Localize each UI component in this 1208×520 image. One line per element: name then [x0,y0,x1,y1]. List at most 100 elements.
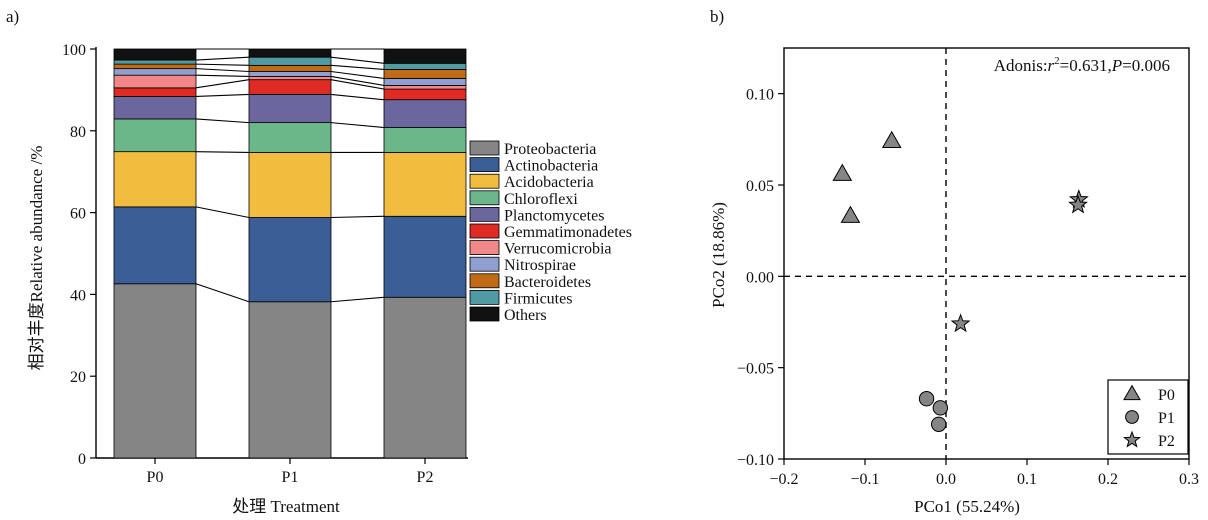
legend-label: Acidobacteria [504,174,594,191]
x-tick-label: 0.2 [1098,471,1118,488]
legend-label: Proteobacteria [504,141,596,158]
legend-swatch [469,256,500,272]
legend-swatch [469,306,500,322]
point-p0 [840,205,861,223]
legend-label: Others [504,307,547,324]
bar-segment-others [383,48,467,64]
bar-segment-verrucomicrobia [383,85,467,90]
bar-segment-acidobacteria [113,151,197,208]
legend-label: Chloroflexi [504,191,578,208]
point-p0 [832,163,853,181]
x-tick-label: P0 [147,469,164,486]
adonis-annotation: Adonis:r2=0.631,P=0.006 [994,55,1170,75]
legend-box [1107,379,1189,455]
point-p2 [950,313,971,333]
connector-line [195,151,250,154]
x-tick-label: −0.2 [769,471,798,488]
x-axis-label: 处理 Treatment [232,497,340,516]
connector-line [195,206,250,219]
panel-label-a: a) [6,7,19,26]
connector-line [330,64,385,70]
y-axis-label: PCo2 (18.86%) [709,202,728,308]
connector-line [330,56,385,64]
legend-label: Firmicutes [504,290,572,307]
bar-segment-firmicutes [248,56,332,66]
point-p1 [932,400,949,416]
pcoa-scatter-chart: b) PCo2 (18.86%) PCo1 (55.24%) Adonis:r2… [709,7,1199,516]
bar-segment-planctomycetes [113,96,197,120]
connector-line [195,63,250,66]
connector-line [330,70,385,79]
legend-swatch [469,173,500,189]
panel-label-b: b) [710,7,724,26]
legend-swatch [469,273,500,289]
point-p0 [881,130,902,148]
connector-line [195,68,250,73]
x-tick-label: 0.1 [1017,471,1037,488]
x-axis-label: PCo1 (55.24%) [914,497,1020,516]
stacked-bar-chart: a) 相对丰度Relative abundance /% 处理 Treatmen… [6,7,632,516]
bar-segment-bacteroidetes [248,64,332,72]
bar-segment-firmicutes [113,59,197,65]
bar-segment-planctomycetes [383,99,467,128]
y-axis-label: 相对丰度Relative abundance /% [27,146,46,371]
y-tick-label: 100 [62,42,86,59]
bar-segment-proteobacteria [383,296,467,459]
legend-label: Actinobacteria [504,158,598,175]
connector-line [195,283,250,303]
bar-segment-gemmatimonadetes [383,88,467,101]
legend-marker-p1 [1125,410,1139,424]
legend-label: Gemmatimonadetes [504,224,632,241]
bar-segment-acidobacteria [383,152,467,217]
y-tick-label: 40 [70,287,86,304]
bar-segment-planctomycetes [248,93,332,124]
bar-segment-actinobacteria [113,206,197,285]
y-tick-label: −0.10 [737,452,774,469]
bar-segment-gemmatimonadetes [113,87,197,97]
connector-line [195,118,250,124]
bar-segment-bacteroidetes [113,63,197,70]
legend-label: Bacteroidetes [504,274,591,291]
legend-swatch [469,140,500,156]
bar-segment-proteobacteria [113,283,197,459]
bar-segment-verrucomicrobia [113,74,197,89]
y-tick-label: 20 [70,369,86,386]
y-tick-label: 60 [70,206,86,223]
legend-label: P2 [1158,433,1175,450]
legend-label: P0 [1158,387,1175,404]
x-tick-label: P1 [282,469,299,486]
bar-segment-actinobacteria [383,215,467,298]
connector-line [330,122,385,129]
bar-segment-verrucomicrobia [248,76,332,81]
plot-frame [783,47,1190,460]
connector-line [330,93,385,101]
point-p2 [1068,194,1088,214]
legend-swatch [469,240,500,256]
connector-line [330,79,385,90]
connector-line [330,215,385,219]
x-tick-label: 0.3 [1179,471,1199,488]
x-tick-label: −0.1 [850,471,879,488]
x-tick-label: 0.0 [936,471,956,488]
y-tick-label: 0.10 [746,87,774,104]
y-tick-label: 80 [70,124,86,141]
bar-segment-chloroflexi [248,122,332,153]
bar-segment-others [113,48,197,61]
y-tick-label: 0 [78,451,86,468]
bar-segment-chloroflexi [113,118,197,153]
legend-label: Nitrospirae [504,257,576,274]
connector-line [330,75,385,86]
y-tick-label: 0.05 [746,178,774,195]
connector-line [195,74,250,77]
bar-segment-actinobacteria [248,217,332,303]
point-p1 [918,391,935,407]
connector-line [195,56,250,61]
connector-line [195,93,250,97]
legend-marker-p0 [1123,384,1141,401]
legend-label: Planctomycetes [504,207,604,224]
y-tick-label: −0.05 [737,361,774,378]
bar-segment-others [248,48,332,58]
bar-segment-acidobacteria [248,152,332,218]
x-tick-label: P2 [417,469,434,486]
connector-line [330,296,385,303]
